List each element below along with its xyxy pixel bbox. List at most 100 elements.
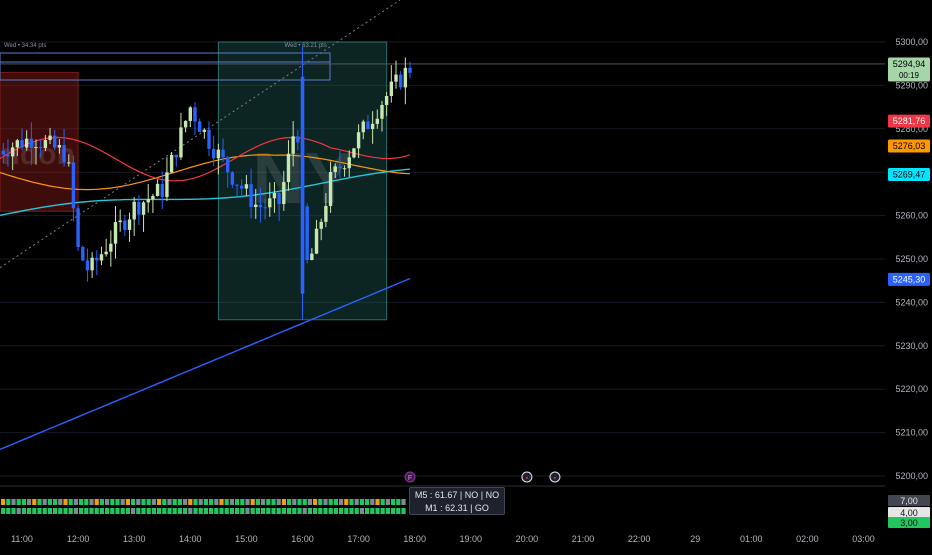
- indicator-cell-1-71: [370, 508, 374, 514]
- y-tick-label-8: 5220,00: [895, 384, 928, 394]
- indicator-cell-1-53: [277, 508, 281, 514]
- candle-body-1: [2, 151, 5, 155]
- y-tick-label-0: 5300,00: [895, 37, 928, 47]
- candle-body-83: [385, 96, 388, 105]
- indicator-cell-0-53: [277, 499, 281, 505]
- candle-body-53: [245, 184, 248, 188]
- y-tick-label-7: 5230,00: [895, 341, 928, 351]
- signal-m1-text: M1 : 62.31 | GO: [410, 502, 504, 515]
- indicator-cell-0-0: [1, 499, 5, 505]
- indicator-cell-0-48: [251, 499, 255, 505]
- indicator-cell-0-74: [386, 499, 390, 505]
- x-tick-label-10: 21:00: [572, 534, 595, 544]
- indicator-cell-0-3: [17, 499, 21, 505]
- x-tick-label-13: 01:00: [740, 534, 763, 544]
- indicator-cell-1-20: [105, 508, 109, 514]
- indicator-cell-1-67: [349, 508, 353, 514]
- indicator-cell-1-51: [266, 508, 270, 514]
- indicator-cell-1-22: [115, 508, 119, 514]
- indicator-cell-1-36: [188, 508, 192, 514]
- indicator-cell-0-24: [126, 499, 130, 505]
- indicator-cell-0-63: [329, 499, 333, 505]
- indicator-cell-0-2: [11, 499, 15, 505]
- indicator-cell-0-39: [204, 499, 208, 505]
- candle-body-43: [198, 121, 201, 131]
- indicator-cell-0-67: [349, 499, 353, 505]
- candle-body-46: [212, 149, 215, 158]
- indicator-cell-0-29: [152, 499, 156, 505]
- indicator-cell-1-49: [256, 508, 260, 514]
- indicator-cell-0-6: [32, 499, 36, 505]
- indicator-cell-0-49: [256, 499, 260, 505]
- indicator-cell-1-2: [11, 508, 15, 514]
- indicator-cell-0-11: [58, 499, 62, 505]
- candle-body-40: [184, 121, 187, 127]
- indicator-cell-1-5: [27, 508, 31, 514]
- candle-body-28: [128, 219, 131, 229]
- indicator-cell-0-66: [344, 499, 348, 505]
- indicator-cell-1-45: [235, 508, 239, 514]
- indicator-cell-0-72: [375, 499, 379, 505]
- indicator-cell-1-44: [230, 508, 234, 514]
- candle-body-48: [221, 150, 224, 158]
- indicator-cell-1-21: [110, 508, 114, 514]
- candle-body-31: [142, 202, 145, 214]
- indicator-cell-0-27: [141, 499, 145, 505]
- indicator-cell-0-10: [53, 499, 57, 505]
- indicator-cell-0-68: [355, 499, 359, 505]
- indicator-cell-0-75: [391, 499, 395, 505]
- indicator-cell-1-59: [308, 508, 312, 514]
- candle-body-64: [296, 136, 299, 142]
- candle-body-33: [151, 196, 154, 199]
- candle-body-69: [320, 222, 323, 229]
- indicator-cell-1-7: [37, 508, 41, 514]
- price-badge-label-3: 5269,47: [893, 170, 926, 180]
- signal-m5-text: M5 : 61.67 | NO | NO: [410, 489, 504, 502]
- indicator-cell-0-45: [235, 499, 239, 505]
- indicator-cell-0-12: [63, 499, 67, 505]
- signal-overlay-box: M5 : 61.67 | NO | NO M1 : 62.31 | GO: [409, 487, 505, 515]
- indicator-cell-0-4: [22, 499, 26, 505]
- candle-body-78: [362, 122, 365, 133]
- indicator-cell-1-41: [214, 508, 218, 514]
- indicator-cell-0-25: [131, 499, 135, 505]
- indicator-cell-1-15: [79, 508, 83, 514]
- candle-body-25: [114, 222, 117, 244]
- candle-body-86: [399, 75, 402, 88]
- indicator-cell-1-32: [167, 508, 171, 514]
- candle-body-23: [104, 252, 107, 255]
- indicator-cell-0-23: [121, 499, 125, 505]
- indicator-cell-0-77: [401, 499, 405, 505]
- candle-body-36: [165, 172, 168, 197]
- candle-body-60: [277, 193, 280, 204]
- candle-body-84: [390, 82, 393, 96]
- indicator-cell-1-18: [95, 508, 99, 514]
- candle-body-37: [170, 155, 173, 172]
- indicator-cell-0-65: [339, 499, 343, 505]
- price-badge-label-0: 5294,94: [893, 59, 926, 69]
- candle-body-24: [109, 244, 112, 252]
- x-tick-label-8: 19:00: [460, 534, 483, 544]
- indicator-cell-1-47: [245, 508, 249, 514]
- candle-body-56: [259, 205, 262, 208]
- indicator-cell-1-4: [22, 508, 26, 514]
- indicator-cell-1-8: [43, 508, 47, 514]
- indicator-cell-1-35: [183, 508, 187, 514]
- spike-body: [301, 77, 305, 294]
- candle-body-39: [179, 127, 182, 157]
- x-tick-label-15: 03:00: [852, 534, 875, 544]
- indicator-cell-0-62: [323, 499, 327, 505]
- candle-body-54: [249, 184, 252, 207]
- candle-body-73: [338, 166, 341, 168]
- candle-body-7: [30, 139, 33, 148]
- indicator-cell-1-64: [334, 508, 338, 514]
- indicator-cell-1-66: [344, 508, 348, 514]
- candle-body-8: [34, 147, 37, 148]
- indicator-cell-0-15: [79, 499, 83, 505]
- candle-body-70: [324, 206, 327, 222]
- indicator-cell-0-30: [157, 499, 161, 505]
- indicator-cell-1-19: [100, 508, 104, 514]
- indicator-cell-0-73: [381, 499, 385, 505]
